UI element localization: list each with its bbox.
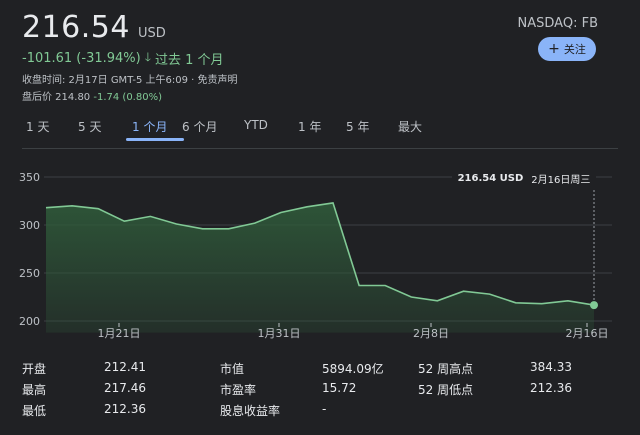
y-tick-label: 300 [19, 219, 40, 232]
tab-3[interactable]: 6 个月 [182, 120, 218, 134]
tab-6[interactable]: 5 年 [346, 120, 370, 134]
tab-0[interactable]: 1 天 [26, 120, 50, 134]
close-time: 收盘时间: 2月17日 GMT-5 上午6:09 · 免责声明 [22, 75, 238, 86]
x-tick-label: 2月8日 [413, 327, 449, 340]
after-hours: 盘后价 214.80 -1.74 (0.80%) [22, 89, 238, 106]
tooltip-date: 2月16日周三 [531, 174, 591, 186]
x-tick-label: 2月16日 [566, 327, 609, 340]
series-area [46, 202, 594, 333]
tabs-divider [22, 148, 618, 149]
tab-2[interactable]: 1 个月 [126, 118, 184, 141]
stat-value: - [322, 402, 327, 416]
stat-label: 市值 [220, 362, 245, 376]
series-line [45, 202, 595, 306]
stat-value: 15.72 [322, 381, 357, 395]
stat-label: 股息收益率 [220, 404, 281, 418]
plus-icon: + [548, 41, 560, 57]
arrow-down-icon: 🡓 [144, 50, 151, 64]
tab-4[interactable]: YTD [244, 118, 268, 132]
ticker-symbol: NASDAQ: FB [517, 16, 598, 31]
stat-value: 384.33 [530, 360, 572, 374]
change-period: 过去 1 个月 [154, 53, 224, 68]
follow-button[interactable]: + 关注 [538, 37, 596, 61]
stat-value: 5894.09亿 [322, 362, 384, 376]
tab-1[interactable]: 5 天 [78, 120, 102, 134]
stat-label: 开盘 [22, 362, 47, 376]
stat-label: 市盈率 [220, 383, 257, 397]
x-tick-label: 1月31日 [258, 327, 301, 340]
stat-value: 217.46 [104, 381, 146, 395]
stat-label: 最高 [22, 383, 47, 397]
stat-label: 52 周低点 [418, 383, 474, 397]
after-hours-label: 盘后价 214.80 [22, 92, 91, 103]
stat-label: 最低 [22, 404, 47, 418]
y-tick-label: 200 [19, 315, 40, 328]
range-tabs: 1 天 5 天 1 个月 6 个月 YTD 1 年 5 年 最大 [26, 118, 438, 141]
tooltip-value: 216.54 USD [457, 172, 524, 184]
quote-meta: 收盘时间: 2月17日 GMT-5 上午6:09 · 免责声明 盘后价 214.… [22, 72, 238, 106]
stat-label: 52 周高点 [418, 362, 474, 376]
current-price: 216.54 [22, 10, 130, 45]
last-point [590, 301, 598, 310]
after-hours-change: -1.74 (0.80%) [93, 92, 162, 103]
tab-7[interactable]: 最大 [398, 120, 423, 134]
price-header: 216.54 USD [22, 10, 166, 45]
change-value: -101.61 (-31.94%) [22, 51, 141, 66]
x-tick-label: 1月21日 [98, 327, 141, 340]
y-tick-label: 350 [19, 171, 40, 184]
y-tick-label: 250 [19, 267, 40, 280]
stat-value: 212.36 [104, 402, 146, 416]
follow-button-label: 关注 [563, 43, 586, 56]
price-chart: 200 250 300 350 1月21日 1月31日 2月8日 2月16日 [19, 171, 612, 340]
price-change: -101.61 (-31.94%) 🡓 过去 1 个月 [22, 48, 224, 69]
tab-5[interactable]: 1 年 [298, 120, 322, 134]
stat-value: 212.41 [104, 360, 146, 374]
chart-tooltip: 216.54 USD 2月16日周三 [452, 167, 596, 189]
stat-value: 212.36 [530, 381, 572, 395]
currency-label: USD [137, 26, 166, 41]
